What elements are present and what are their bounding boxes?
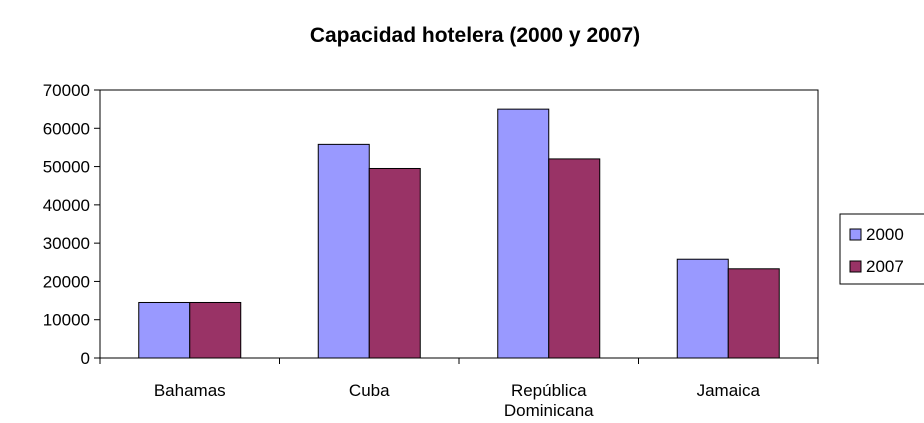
legend: 2000 2007 <box>839 213 924 285</box>
y-tick-label: 60000 <box>43 119 90 138</box>
y-tick-label: 20000 <box>43 272 90 291</box>
bar-2000-1 <box>317 143 370 359</box>
y-tick-label: 50000 <box>43 158 90 177</box>
y-tick-label: 30000 <box>43 234 90 253</box>
y-tick-label: 10000 <box>43 311 90 330</box>
bar-2007-0 <box>189 301 242 359</box>
y-tick-label: 0 <box>81 349 90 368</box>
bar-2007-1 <box>368 167 421 359</box>
x-category-label: Bahamas <box>154 381 226 400</box>
legend-label-2007: 2007 <box>866 257 904 276</box>
chart-title: Capacidad hotelera (2000 y 2007) <box>310 24 640 47</box>
x-category-label: Jamaica <box>697 381 761 400</box>
x-category-label: República <box>511 381 587 400</box>
bar-2000-0 <box>138 301 191 359</box>
bar-2007-3 <box>727 268 780 359</box>
bar-2007-2 <box>548 158 601 359</box>
legend-swatch-2000 <box>849 228 862 241</box>
legend-label-2000: 2000 <box>866 225 904 244</box>
y-tick-label: 70000 <box>43 81 90 100</box>
plot-area: 0 10000 20000 30000 40000 50000 60000 70000 Baha… <box>43 81 819 420</box>
bar-2000-3 <box>676 258 729 359</box>
bar-2000-2 <box>497 108 550 359</box>
x-category-label: Cuba <box>349 381 390 400</box>
x-category-label: Dominicana <box>504 401 594 420</box>
legend-swatch-2007 <box>849 260 862 273</box>
y-tick-label: 40000 <box>43 196 90 215</box>
